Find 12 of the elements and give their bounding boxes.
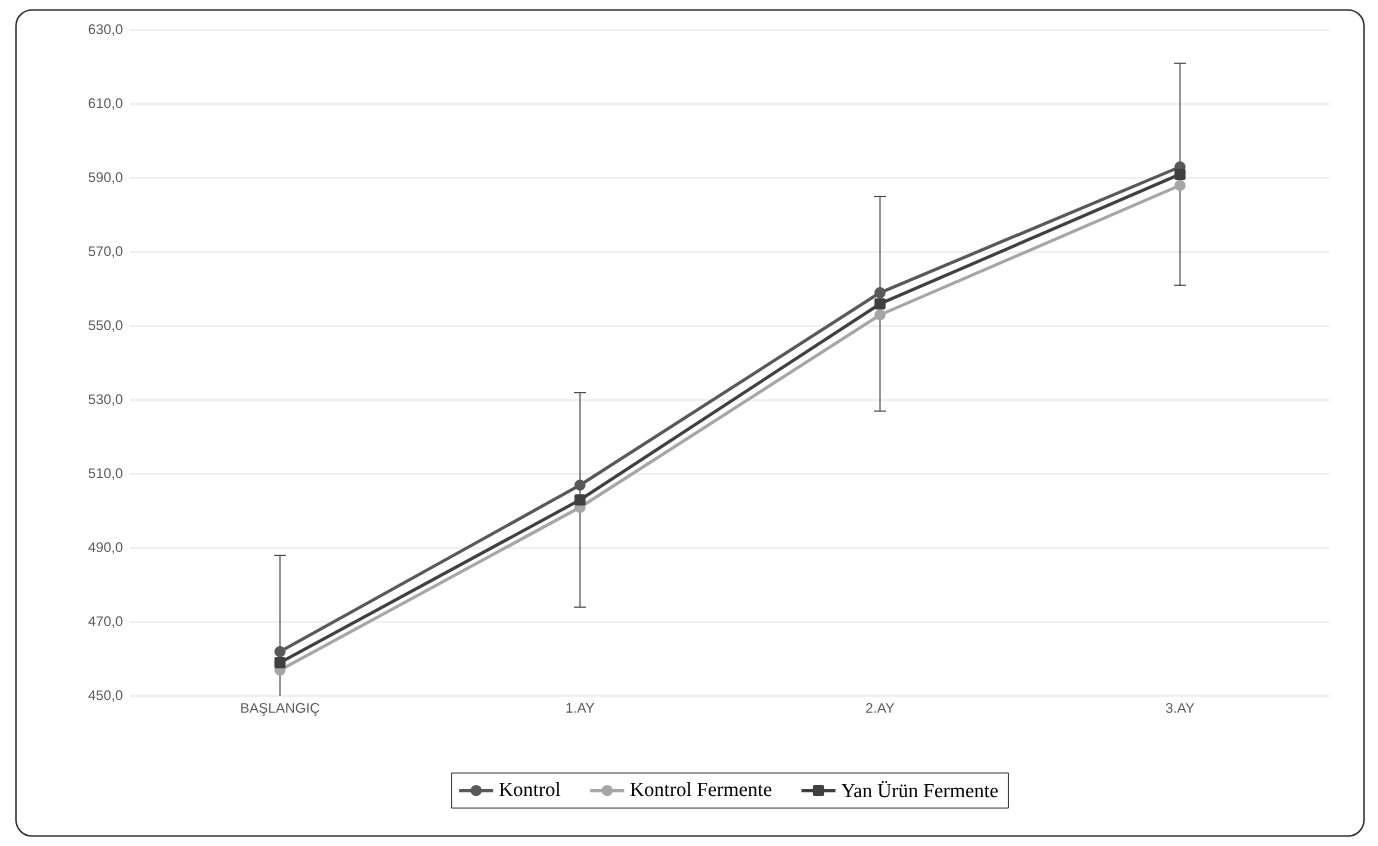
point: [274, 657, 286, 669]
legend-label: Kontrol: [499, 782, 561, 797]
point: [274, 646, 286, 658]
point: [874, 287, 886, 299]
legend-label: Yan Ürün Fermente: [841, 780, 998, 798]
point: [574, 479, 586, 491]
legend-label: Kontrol Fermente: [630, 782, 772, 797]
point: [1174, 168, 1186, 180]
point: [574, 494, 586, 506]
point: [874, 309, 886, 321]
point: [874, 298, 886, 310]
point: [1174, 179, 1186, 191]
